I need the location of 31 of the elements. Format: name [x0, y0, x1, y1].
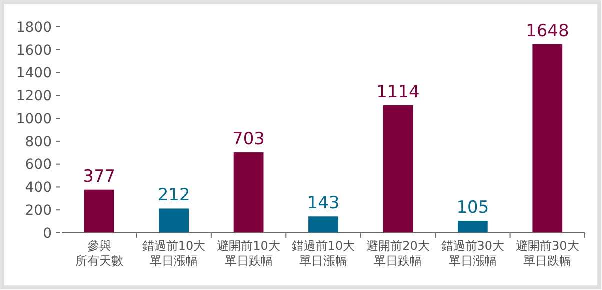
y-tick-label: 1000 — [16, 111, 52, 128]
data-label: 703 — [232, 130, 266, 150]
y-tick-label: 0 — [43, 226, 52, 242]
bar — [159, 208, 190, 233]
data-label: 1114 — [376, 82, 420, 103]
y-tick-label: 1200 — [16, 88, 52, 105]
x-tick-label: 參與所有天數 — [75, 239, 124, 268]
x-tick-label: 錯過前30大單日漲幅 — [441, 239, 505, 268]
x-tick-label: 錯過前10大單日漲幅 — [142, 239, 206, 268]
bar — [383, 106, 414, 233]
data-label: 377 — [83, 166, 116, 187]
bar — [234, 152, 264, 233]
y-tick-label: 1400 — [16, 66, 52, 82]
y-tick-label: 200 — [25, 203, 52, 220]
y-tick-label: 400 — [25, 180, 52, 196]
data-label: 105 — [456, 198, 490, 218]
x-tick-label: 避開前30大單日跌幅 — [516, 239, 580, 268]
y-tick-label: 1800 — [16, 20, 52, 36]
y-tick-label: 1600 — [16, 42, 52, 59]
bar — [308, 216, 338, 233]
x-tick-label: 避開前10大單日跌幅 — [217, 239, 280, 268]
data-label: 1648 — [526, 21, 570, 42]
x-tick-label: 錯過前10大單日漲幅 — [292, 239, 356, 268]
data-label: 212 — [158, 186, 190, 206]
y-tick-label: 600 — [25, 157, 52, 174]
bar — [84, 190, 114, 233]
y-tick-label: 800 — [25, 134, 52, 150]
data-label: 143 — [307, 194, 340, 214]
x-tick-label: 避開前20大單日跌幅 — [366, 239, 430, 268]
bar — [532, 44, 563, 233]
bar — [458, 220, 488, 233]
